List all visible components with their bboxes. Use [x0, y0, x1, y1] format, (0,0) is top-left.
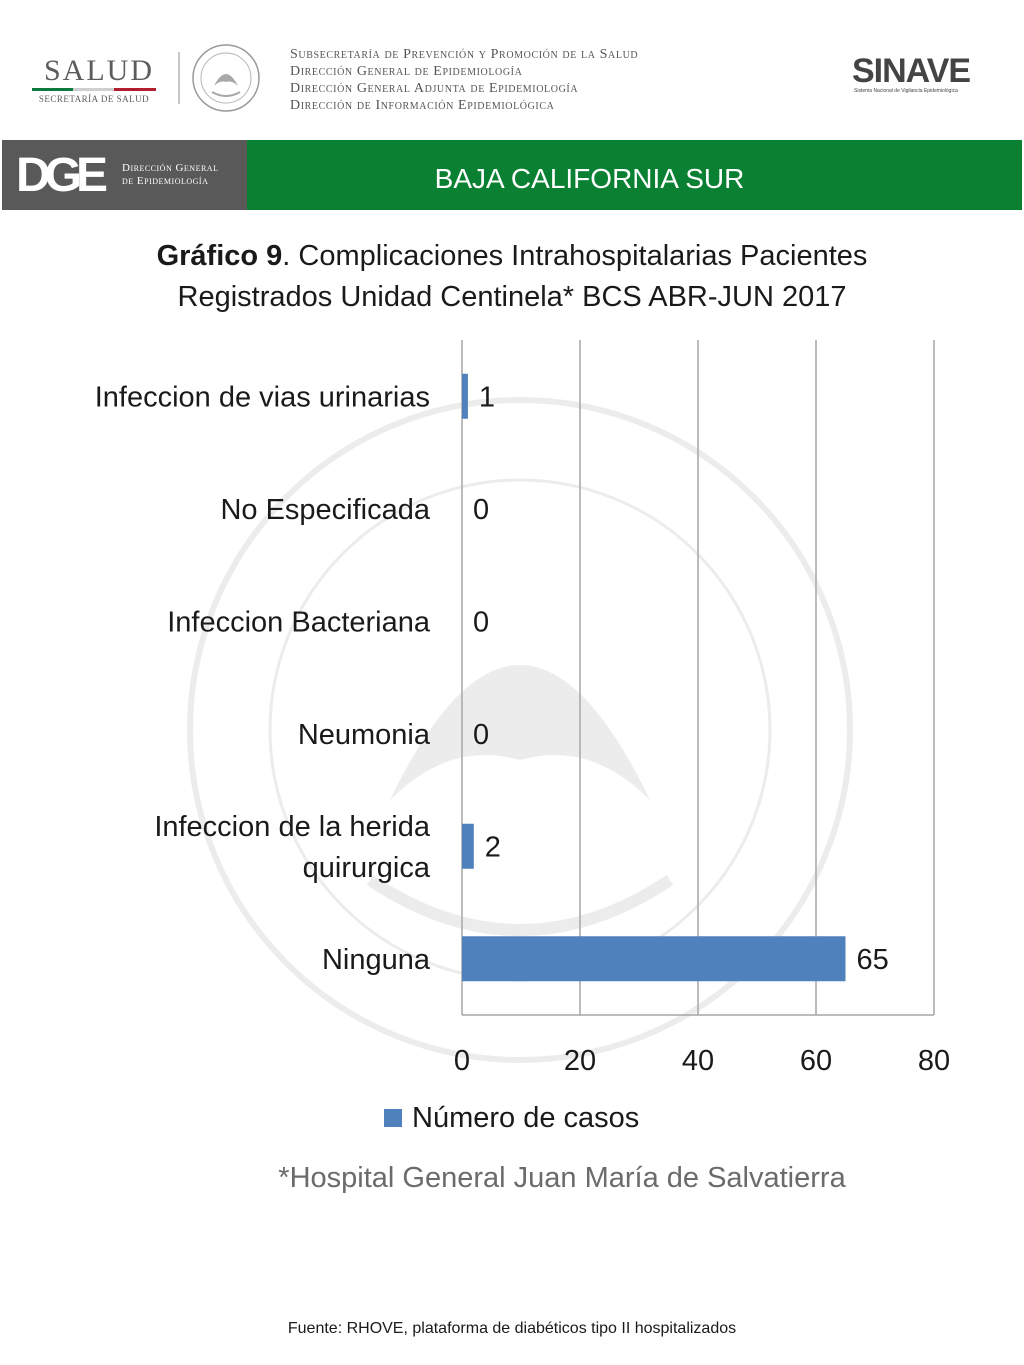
bar	[462, 823, 474, 869]
dge-logo-panel: DGE Dirección General de Epidemiología	[2, 140, 247, 210]
chart-title-line-1: Gráfico 9. Complicaciones Intrahospitala…	[60, 236, 964, 277]
x-tick-label: 20	[564, 1045, 596, 1077]
sinave-logo-word: SINAVE	[852, 52, 971, 90]
source-note: Fuente: RHOVE, plataforma de diabéticos …	[287, 1320, 737, 1337]
category-label: No Especificada	[220, 494, 430, 526]
hospital-footnote: *Hospital General Juan María de Salvatie…	[278, 1162, 846, 1194]
x-tick-label: 60	[800, 1045, 832, 1077]
salud-logo-bar	[32, 88, 156, 91]
region-title: BAJA CALIFORNIA SUR	[434, 163, 745, 194]
dept-line: Dirección de Información Epidemiológica	[290, 98, 555, 113]
header-divider	[178, 52, 180, 104]
category-label: Neumonia	[298, 719, 431, 751]
chart-title-line-2: Registrados Unidad Centinela* BCS ABR-JU…	[177, 281, 847, 313]
chart-title-text: . Complicaciones Intrahospitalarias Paci…	[282, 240, 868, 272]
sinave-logo-subtitle: Sistema Nacional de Vigilancia Epidemiol…	[854, 88, 958, 94]
category-label: quirurgica	[303, 852, 431, 884]
dept-line: Dirección General de Epidemiología	[290, 64, 523, 79]
legend-label: Número de casos	[412, 1101, 640, 1134]
dept-line: Dirección General Adjunta de Epidemiolog…	[290, 81, 579, 96]
data-label: 65	[857, 944, 889, 976]
bar	[462, 373, 468, 419]
national-seal-icon	[192, 44, 260, 112]
x-tick-label: 40	[682, 1045, 714, 1077]
data-label: 0	[473, 606, 489, 638]
salud-logo-word: SALUD	[44, 54, 155, 87]
dge-text-line: Dirección General	[122, 162, 219, 174]
sinave-logo: SINAVE Sistema Nacional de Vigilancia Ep…	[852, 48, 992, 98]
department-lines: Subsecretaría de Prevención y Promoción …	[290, 46, 638, 114]
bar	[462, 936, 846, 982]
dge-logo-text: Dirección General de Epidemiología	[122, 162, 218, 188]
category-label: Infeccion de la herida	[154, 811, 431, 843]
salud-logo-subtitle: SECRETARÍA DE SALUD	[38, 94, 150, 104]
dept-line: Subsecretaría de Prevención y Promoción …	[290, 47, 639, 62]
data-label: 0	[473, 719, 489, 751]
category-label: Ninguna	[322, 944, 431, 976]
category-label: Infeccion Bacteriana	[167, 606, 431, 638]
x-tick-label: 80	[918, 1045, 950, 1077]
legend-swatch	[384, 1109, 402, 1127]
chart-number: Gráfico 9	[156, 240, 283, 272]
data-label: 1	[479, 381, 495, 413]
data-label: 2	[485, 831, 501, 863]
chart-title: Gráfico 9. Complicaciones Intrahospitala…	[60, 236, 964, 318]
data-label: 0	[473, 494, 489, 526]
dge-text-line: de Epidemiología	[122, 175, 209, 187]
x-tick-label: 0	[454, 1045, 470, 1077]
header-logos: SALUD SECRETARÍA DE SALUD Subsecretaría …	[0, 0, 1024, 135]
chart-legend: Número de casos	[384, 1098, 639, 1138]
dge-logo-mark: DGE	[16, 149, 108, 202]
region-banner: DGE Dirección General de Epidemiología B…	[2, 140, 1022, 210]
salud-logo: SALUD SECRETARÍA DE SALUD	[28, 52, 160, 110]
category-label: Infeccion de vias urinarias	[95, 381, 430, 413]
